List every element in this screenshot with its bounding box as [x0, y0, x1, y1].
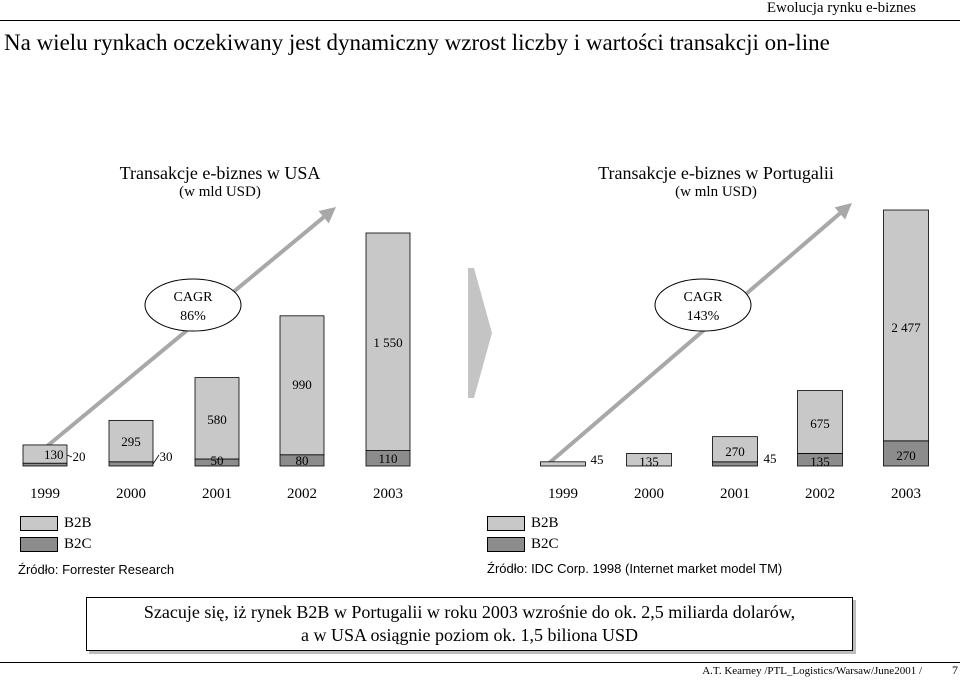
- usa-growth-arrow: [38, 215, 325, 454]
- usa-label-b2c: 110: [378, 451, 397, 466]
- charts-canvas: 1999 2000 2001 2002 2003 130 295 580 990 1 550 20 3…: [22, 203, 929, 502]
- usa-growth-arrow-head: [318, 207, 336, 224]
- usa-label-b2c: 30: [160, 449, 173, 464]
- portugal-legend: B2B B2C: [487, 515, 559, 553]
- usa-x-tick-label: 2003: [373, 486, 403, 502]
- portugal-bar-b2b: [712, 436, 758, 463]
- summary-line-2: a w USA osiągnie poziom ok. 1,5 biliona …: [301, 625, 638, 645]
- usa-bar-b2b: [365, 232, 411, 451]
- usa-label-b2b: 1 550: [373, 335, 402, 350]
- usa-label-b2c: 50: [211, 453, 224, 468]
- portugal-bar-b2c: [712, 461, 758, 467]
- usa-leader-line: [66, 454, 73, 458]
- portugal-growth-arrow-head: [834, 203, 852, 220]
- usa-label-b2c: 20: [73, 449, 86, 464]
- portugal-x-tick-label: 2002: [805, 486, 835, 502]
- portugal-bar-b2b: [626, 453, 672, 467]
- usa-bar-b2b: [194, 377, 240, 460]
- portugal-chart-title: Transakcje e-biznes w Portugalii: [598, 163, 834, 183]
- portugal-label-b2c: 135: [810, 454, 830, 469]
- legend-label-b2b: B2B: [531, 515, 559, 531]
- portugal-cagr-value: 143%: [687, 309, 720, 324]
- portugal-label-b2b: 2 477: [891, 320, 921, 335]
- legend-item-b2b: B2B: [487, 515, 559, 532]
- portugal-chart-subtitle: (w mln USD): [675, 184, 757, 200]
- usa-x-tick-label: 2002: [287, 486, 317, 502]
- usa-x-tick-label: 2001: [202, 486, 232, 502]
- portugal-label-b2c: 45: [764, 451, 777, 466]
- portugal-x-tick-label: 2001: [720, 486, 750, 502]
- portugal-x-tick-label: 2003: [891, 486, 921, 502]
- slide-title: Na wielu rynkach oczekiwany jest dynamic…: [4, 30, 830, 55]
- usa-bar-b2c: [22, 462, 68, 467]
- b2b-swatch: [487, 516, 525, 531]
- legend-label-b2c: B2C: [531, 536, 559, 552]
- usa-leader-line: [152, 454, 160, 465]
- portugal-label-b2b: 270: [725, 444, 745, 459]
- usa-chart-subtitle: (w mld USD): [179, 184, 261, 200]
- usa-bar-b2c: [108, 461, 154, 467]
- usa-bar-b2b: [22, 444, 68, 464]
- header-divider: [0, 20, 960, 21]
- usa-bar-b2b: [108, 419, 154, 463]
- portugal-label-b2c: 270: [896, 448, 916, 463]
- portugal-growth-arrow: [546, 211, 842, 466]
- portugal-bar-b2b: [797, 390, 843, 454]
- page-number: 7: [952, 663, 958, 677]
- legend-item-b2c: B2C: [487, 536, 559, 553]
- b2b-swatch: [20, 516, 58, 531]
- usa-legend: B2B B2C: [20, 515, 92, 553]
- usa-label-b2b: 295: [121, 434, 141, 449]
- b2c-swatch: [20, 537, 58, 552]
- summary-line-1: Szacuje się, iż rynek B2B w Portugalii w…: [143, 602, 796, 622]
- portugal-bar-b2c: [883, 440, 929, 467]
- portugal-label-b2b: 135: [639, 454, 659, 469]
- usa-label-b2b: 580: [207, 412, 227, 427]
- separator-chevron-icon: [468, 268, 492, 398]
- portugal-cagr-badge: [654, 278, 752, 332]
- b2c-swatch: [487, 537, 525, 552]
- usa-cagr-badge: [144, 278, 242, 332]
- portugal-x-tick-label: 2000: [634, 486, 664, 502]
- summary-callout: Szacuje się, iż rynek B2B w Portugalii w…: [86, 597, 853, 651]
- usa-cagr-value: 86%: [180, 309, 206, 324]
- usa-cagr-label: CAGR: [174, 290, 214, 305]
- legend-item-b2b: B2B: [20, 515, 92, 532]
- section-header: Ewolucja rynku e-biznes: [766, 0, 916, 16]
- footer-divider: [0, 662, 960, 663]
- usa-bar-b2b: [279, 315, 325, 456]
- portugal-label-b2b: 675: [810, 416, 830, 431]
- usa-label-b2b: 130: [44, 447, 64, 462]
- legend-label-b2b: B2B: [64, 515, 92, 531]
- portugal-x-tick-label: 1999: [548, 486, 578, 502]
- footer-credit: A.T. Kearney /PTL_Logistics/Warsaw/June2…: [702, 665, 922, 677]
- usa-x-tick-label: 1999: [30, 486, 60, 502]
- usa-chart-title: Transakcje e-biznes w USA: [119, 163, 321, 183]
- usa-label-b2c: 80: [296, 453, 309, 468]
- legend-item-b2c: B2C: [20, 536, 92, 553]
- portugal-source-note: Źródło: IDC Corp. 1998 (Internet market …: [487, 561, 783, 576]
- portugal-bar-b2b: [540, 461, 586, 467]
- legend-label-b2c: B2C: [64, 536, 92, 552]
- portugal-label-b2b: 45: [591, 452, 604, 467]
- portugal-bar-b2b: [883, 209, 929, 442]
- portugal-cagr-label: CAGR: [684, 290, 724, 305]
- usa-x-tick-label: 2000: [116, 486, 146, 502]
- usa-source-note: Źródło: Forrester Research: [18, 562, 175, 577]
- usa-label-b2b: 990: [292, 377, 312, 392]
